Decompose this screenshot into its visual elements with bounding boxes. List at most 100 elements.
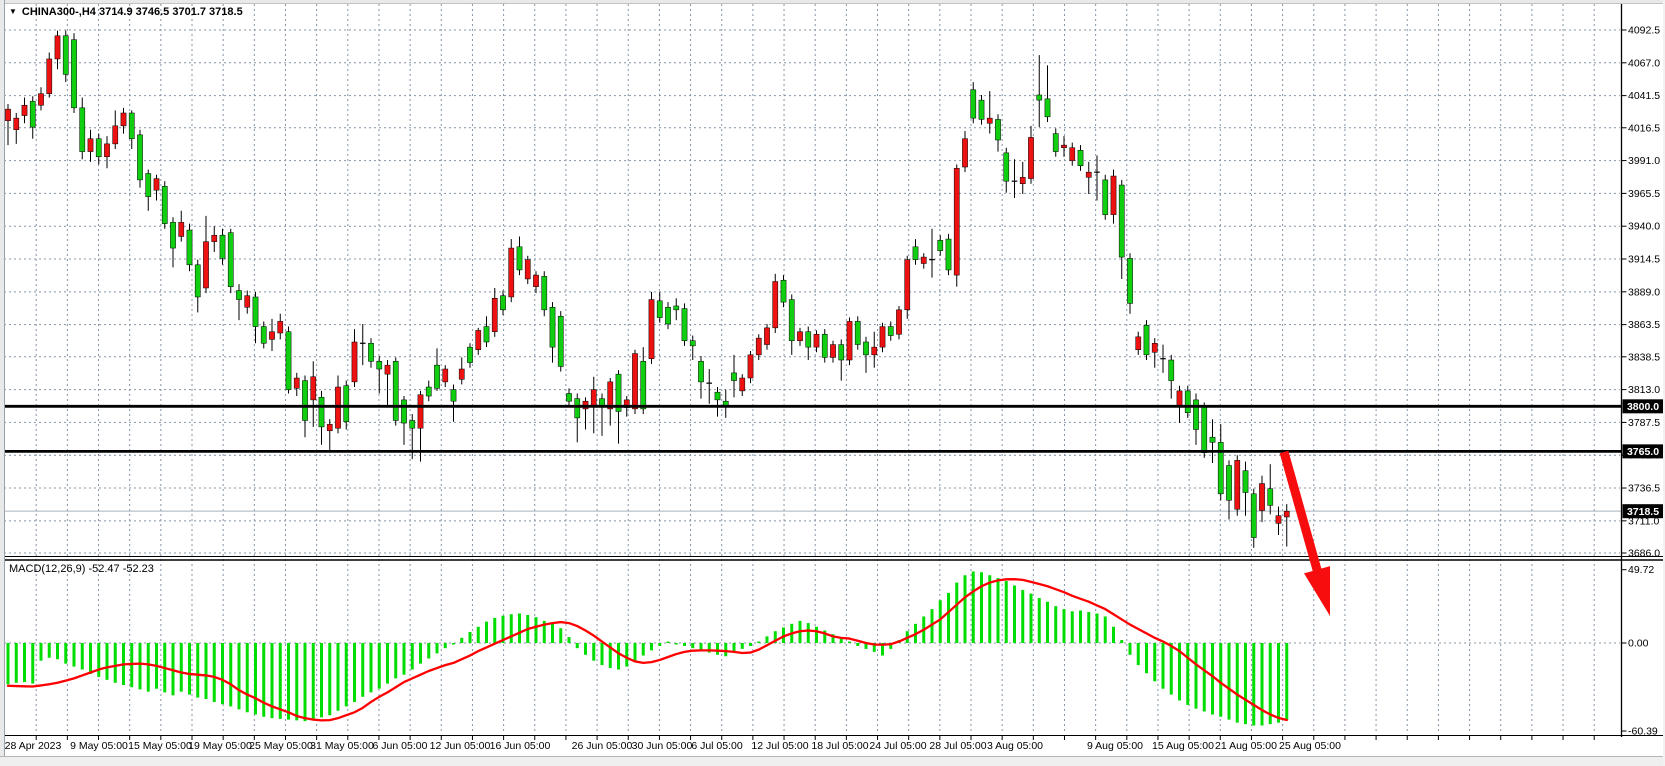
candle: [665, 307, 671, 325]
candle-doji: [1011, 180, 1018, 182]
candle: [813, 334, 820, 348]
candle: [326, 424, 333, 432]
down-arrow-head: [1304, 566, 1331, 616]
macd-axis-tick-label: 49.72: [1628, 564, 1654, 576]
candle: [434, 364, 440, 389]
candle: [689, 340, 696, 347]
candle: [681, 308, 688, 341]
candle: [458, 368, 465, 380]
candle-doji: [359, 342, 366, 344]
candle: [285, 331, 292, 390]
candle: [755, 337, 762, 356]
level-price-badge-box: [1622, 399, 1664, 414]
candle: [1267, 488, 1274, 506]
candle: [170, 222, 176, 249]
candle: [1085, 171, 1092, 178]
candle: [38, 93, 44, 106]
down-arrow-shaft: [1279, 450, 1323, 577]
candle: [995, 119, 1001, 141]
candle: [425, 386, 432, 397]
candle: [788, 299, 795, 341]
candle: [937, 240, 944, 251]
candle: [1234, 460, 1241, 510]
time-axis-label: 16 Jun 05:00: [490, 740, 551, 752]
candle: [1226, 465, 1232, 501]
candle: [805, 331, 812, 348]
candle: [417, 394, 424, 429]
candle-doji: [1094, 171, 1100, 173]
time-axis-label: 12 Jun 05:00: [430, 740, 491, 752]
candle: [764, 327, 770, 345]
candle: [186, 229, 193, 266]
candle: [1127, 258, 1133, 304]
price-axis-tick-label: 3787.5: [1628, 417, 1660, 429]
candle: [71, 39, 77, 109]
candle-doji: [1160, 358, 1166, 360]
candle: [137, 134, 143, 181]
candle: [1275, 515, 1282, 524]
candle: [1168, 359, 1175, 381]
price-axis-tick-label: 4016.5: [1628, 122, 1660, 134]
candle: [500, 295, 506, 311]
price-axis-tick-label: 3914.5: [1628, 254, 1660, 266]
candle: [392, 361, 399, 421]
candle: [442, 368, 449, 383]
candle: [260, 326, 267, 344]
candle: [780, 279, 787, 303]
candle: [79, 107, 86, 152]
candle: [524, 259, 531, 280]
candle: [912, 246, 919, 260]
price-axis-tick-label: 3736.5: [1628, 483, 1660, 495]
candle: [219, 234, 226, 259]
time-axis-label: 28 Jul 05:00: [929, 740, 986, 752]
candle: [516, 246, 523, 271]
candle: [673, 305, 680, 311]
candle: [648, 299, 655, 359]
time-axis-label: 24 Jul 05:00: [869, 740, 926, 752]
candle: [1217, 442, 1224, 495]
time-axis-label: 18 Jul 05:00: [811, 740, 868, 752]
candle: [920, 256, 927, 264]
candle: [310, 376, 317, 401]
candle: [615, 373, 622, 412]
candle: [797, 331, 803, 341]
candle: [450, 389, 457, 402]
candle: [203, 241, 209, 289]
candle: [970, 89, 977, 119]
candle: [838, 344, 845, 361]
candle: [731, 372, 737, 381]
candle: [747, 354, 754, 379]
candle: [1102, 179, 1109, 215]
candle: [1250, 493, 1257, 538]
time-axis-label: 9 Aug 05:00: [1087, 740, 1143, 752]
price-axis-tick-label: 3863.5: [1628, 319, 1660, 331]
candle: [227, 232, 234, 287]
candle: [21, 105, 28, 116]
price-axis-tick-label: 3965.5: [1628, 188, 1660, 200]
candle: [1283, 510, 1290, 518]
candle: [277, 321, 284, 334]
candle-doji: [929, 259, 935, 261]
candle: [376, 361, 383, 370]
candle: [887, 326, 894, 336]
candle: [1201, 406, 1208, 453]
candle: [508, 247, 515, 298]
candle: [846, 321, 853, 361]
candle: [1184, 390, 1191, 414]
candle: [1259, 483, 1265, 511]
window-frame-right: [1663, 0, 1665, 765]
price-axis-tick-label: 3711.0: [1628, 515, 1659, 527]
time-axis-label: 26 Jun 05:00: [572, 740, 633, 752]
candle: [483, 326, 490, 343]
candle: [252, 296, 259, 327]
candle: [714, 391, 721, 401]
chevron-down-icon[interactable]: ▼: [9, 7, 17, 16]
candle: [1069, 147, 1076, 161]
candle: [269, 331, 275, 340]
time-axis-label: 25 May 05:00: [249, 740, 313, 752]
candle: [1242, 470, 1249, 493]
candle: [1044, 98, 1051, 118]
level-price-badge-box: [1622, 444, 1664, 459]
